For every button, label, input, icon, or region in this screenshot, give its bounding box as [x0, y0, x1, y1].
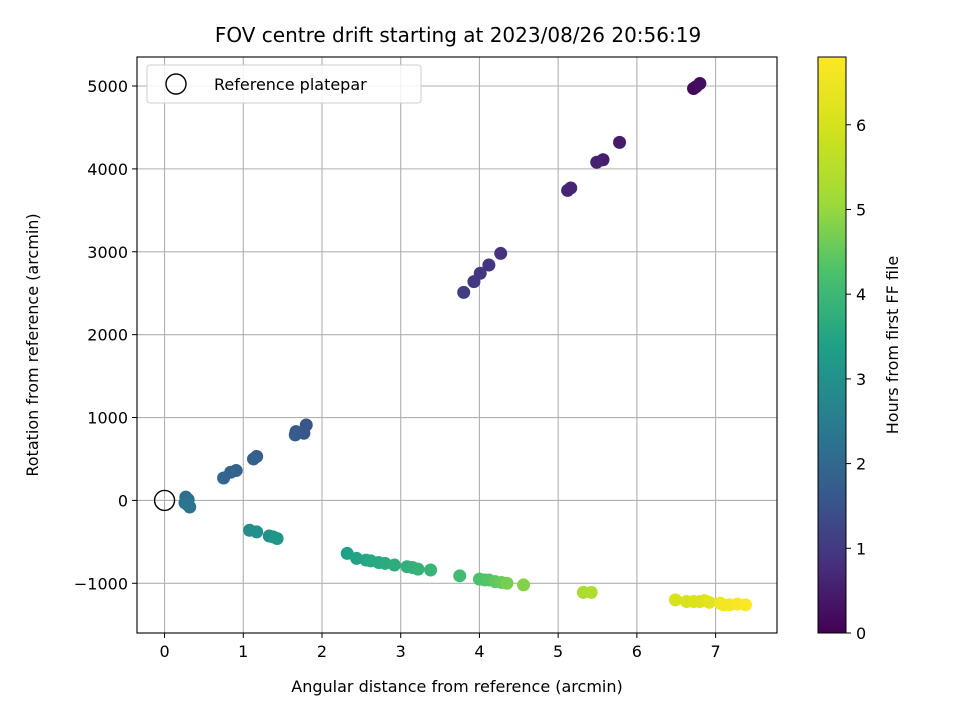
scatter-point: [288, 428, 302, 442]
y-tick-label: −1000: [74, 574, 128, 593]
scatter-point: [247, 452, 261, 466]
colorbar-tick-label: 3: [856, 370, 866, 389]
colorbar-tick-label: 6: [856, 116, 866, 135]
chart-title: FOV centre drift starting at 2023/08/26 …: [215, 23, 701, 47]
scatter-point: [411, 562, 425, 576]
colorbar-tick-label: 2: [856, 455, 866, 474]
x-tick-label: 2: [317, 642, 327, 661]
legend-reference-marker: [165, 73, 187, 95]
reference-platepar-marker: [153, 489, 176, 512]
scatter-point: [584, 585, 598, 599]
y-tick-label: 5000: [87, 77, 128, 96]
x-tick-label: 4: [474, 642, 484, 661]
scatter-point: [500, 576, 514, 590]
scatter-point: [424, 563, 438, 577]
plot-frame: [136, 56, 778, 634]
y-axis-label: Rotation from reference (arcmin): [23, 213, 42, 476]
scatter-point: [613, 135, 627, 149]
y-tick-label: 3000: [87, 243, 128, 262]
axes: 0 1 2 3 4 5 6 7 −1000 0 1000 2000 3000 4000 5000: [74, 56, 778, 661]
colorbar-gradient: [817, 56, 847, 634]
scatter-point: [457, 285, 471, 299]
x-tick-label: 3: [396, 642, 406, 661]
legend-box: [146, 64, 422, 104]
scatter-point: [668, 593, 682, 607]
colorbar-ticks: 0 1 2 3 4 5 6: [846, 116, 866, 643]
colorbar-tick-label: 0: [856, 624, 866, 643]
scatter-point: [494, 246, 508, 260]
scatter-point: [517, 578, 531, 592]
colorbar: 0 1 2 3 4 5 6 Hours from first FF file: [817, 56, 902, 643]
x-tick-label: 5: [553, 642, 563, 661]
scatter-point: [693, 77, 707, 91]
legend-entry-reference: Reference platepar: [214, 75, 367, 94]
scatter-points: [153, 77, 753, 612]
scatter-point: [180, 498, 194, 512]
scatter-point: [217, 471, 231, 485]
scatter-point: [270, 532, 284, 546]
scatter-point: [453, 569, 467, 583]
x-tick-label: 6: [632, 642, 642, 661]
scatter-point: [739, 598, 753, 612]
x-tick-label: 0: [159, 642, 169, 661]
grid: [137, 57, 777, 633]
scatter-point: [702, 595, 716, 609]
x-axis-label: Angular distance from reference (arcmin): [291, 677, 622, 696]
scatter-point: [250, 525, 264, 539]
scatter-point: [482, 258, 496, 272]
colorbar-tick-label: 4: [856, 285, 866, 304]
scatter-point: [387, 558, 401, 572]
colorbar-label: Hours from first FF file: [883, 256, 902, 435]
scatter-point: [561, 183, 575, 197]
x-tick-label: 7: [711, 642, 721, 661]
y-tick-label: 2000: [87, 326, 128, 345]
colorbar-tick-label: 5: [856, 200, 866, 219]
y-tick-label: 1000: [87, 409, 128, 428]
x-tick-label: 1: [238, 642, 248, 661]
scatter-point: [467, 275, 481, 289]
y-tick-label: 4000: [87, 160, 128, 179]
legend: Reference platepar: [146, 64, 422, 104]
scatter-point: [590, 155, 604, 169]
colorbar-tick-label: 1: [856, 539, 866, 558]
y-tick-label: 0: [118, 491, 128, 510]
